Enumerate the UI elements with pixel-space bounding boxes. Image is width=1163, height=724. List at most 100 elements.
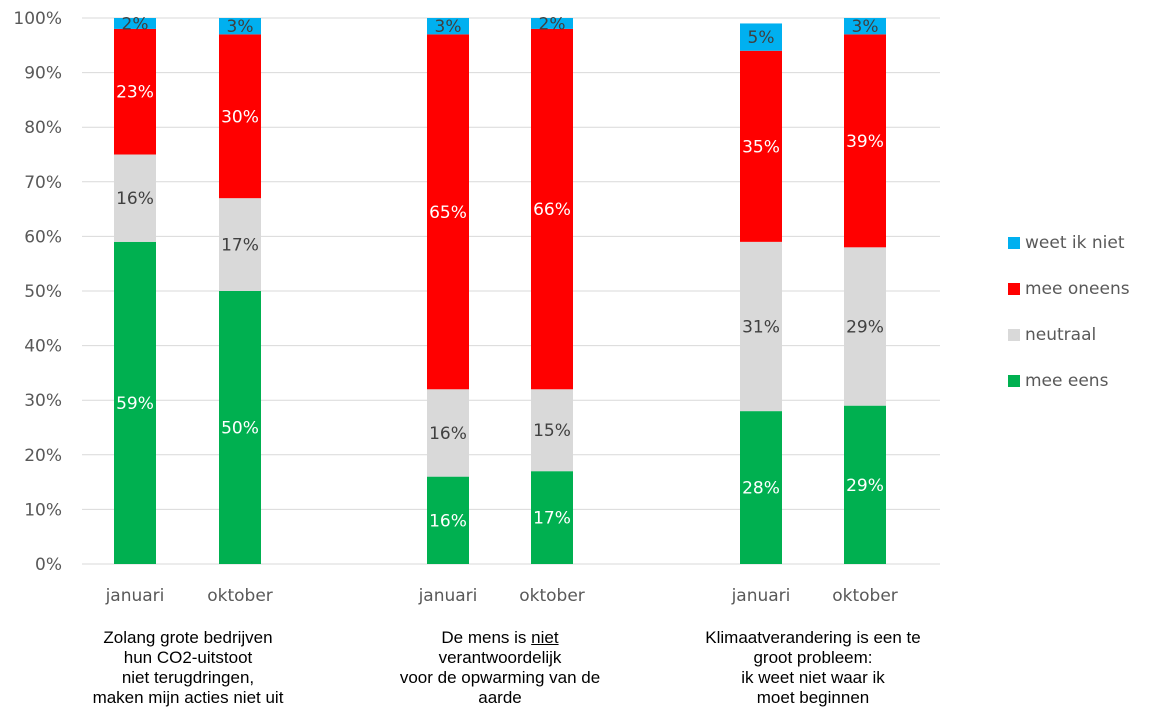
y-tick-label: 70% bbox=[24, 173, 62, 193]
bar-segment bbox=[427, 18, 469, 35]
data-label: 16% bbox=[429, 511, 467, 531]
legend-item: mee oneens bbox=[1008, 266, 1130, 312]
x-tick-label: januari bbox=[731, 586, 791, 606]
legend-label: weet ik niet bbox=[1025, 233, 1125, 253]
legend-swatch bbox=[1008, 283, 1020, 295]
group-label-line: hun CO2-uitstoot bbox=[58, 648, 318, 668]
group-label-line: De mens is niet bbox=[370, 628, 630, 648]
group-label-text: niet terugdringen, bbox=[121, 668, 255, 687]
x-tick-label: januari bbox=[418, 586, 478, 606]
group-label-text: niet bbox=[531, 628, 559, 647]
legend-label: mee oneens bbox=[1025, 279, 1130, 299]
group-label-text: De mens is bbox=[441, 628, 532, 647]
data-label: 3% bbox=[852, 17, 879, 37]
y-tick-label: 30% bbox=[24, 391, 62, 411]
data-label: 35% bbox=[742, 137, 780, 157]
legend-item: mee eens bbox=[1008, 358, 1130, 404]
data-label: 16% bbox=[429, 424, 467, 444]
data-label: 39% bbox=[846, 132, 884, 152]
data-label: 5% bbox=[748, 28, 775, 48]
group-label-line: aarde bbox=[370, 688, 630, 708]
data-label: 2% bbox=[539, 14, 566, 34]
data-label: 16% bbox=[116, 189, 154, 209]
legend: weet ik niet mee oneens neutraal mee eens bbox=[1008, 220, 1130, 404]
bar-segment bbox=[219, 18, 261, 35]
bar-segment bbox=[114, 18, 156, 29]
bar-segment bbox=[531, 18, 573, 29]
y-tick-label: 90% bbox=[24, 64, 62, 84]
x-tick-label: oktober bbox=[207, 586, 273, 606]
data-label: 28% bbox=[742, 479, 780, 499]
data-label: 29% bbox=[846, 476, 884, 496]
bar-segment bbox=[531, 389, 573, 472]
data-label: 65% bbox=[429, 203, 467, 223]
legend-item: neutraal bbox=[1008, 312, 1130, 358]
group-label-line: voor de opwarming van de bbox=[370, 668, 630, 688]
group-label-line: groot probleem: bbox=[683, 648, 943, 668]
data-label: 23% bbox=[116, 83, 154, 103]
group-label-text: maken mijn acties niet uit bbox=[92, 688, 284, 707]
legend-item: weet ik niet bbox=[1008, 220, 1130, 266]
bar-segment bbox=[844, 18, 886, 35]
x-tick-label: oktober bbox=[832, 586, 898, 606]
data-label: 59% bbox=[116, 394, 154, 414]
bar-segment bbox=[531, 28, 573, 390]
legend-swatch bbox=[1008, 375, 1020, 387]
data-label: 17% bbox=[221, 236, 259, 256]
bar-segment bbox=[427, 34, 469, 390]
legend-swatch bbox=[1008, 237, 1020, 249]
bar-segment bbox=[740, 50, 782, 242]
group-label-text: aarde bbox=[478, 688, 522, 707]
data-label: 31% bbox=[742, 317, 780, 337]
group-label-line: maken mijn acties niet uit bbox=[58, 688, 318, 708]
group-label-text: moet beginnen bbox=[756, 688, 870, 707]
y-tick-label: 80% bbox=[24, 118, 62, 138]
group-label-line: ik weet niet waar ik bbox=[683, 668, 943, 688]
group-label: Klimaatverandering is een te groot proble… bbox=[683, 628, 943, 708]
data-label: 29% bbox=[846, 317, 884, 337]
y-tick-label: 40% bbox=[24, 337, 62, 357]
group-label-text: verantwoordelijk bbox=[438, 648, 562, 667]
x-tick-label: januari bbox=[105, 586, 165, 606]
group-label-line: moet beginnen bbox=[683, 688, 943, 708]
group-label-line: Zolang grote bedrijven bbox=[58, 628, 318, 648]
bar-segment bbox=[844, 247, 886, 406]
y-tick-label: 50% bbox=[24, 282, 62, 302]
group-label: De mens is niet verantwoordelijk voor de o… bbox=[370, 628, 630, 708]
legend-label: mee eens bbox=[1025, 371, 1109, 391]
bar-segment bbox=[740, 241, 782, 412]
data-label: 30% bbox=[221, 107, 259, 127]
data-label: 50% bbox=[221, 419, 259, 439]
bar-segment bbox=[844, 405, 886, 564]
bar-segment bbox=[114, 28, 156, 155]
group-label-line: niet terugdringen, bbox=[58, 668, 318, 688]
legend-swatch bbox=[1008, 329, 1020, 341]
data-label: 3% bbox=[435, 17, 462, 37]
legend-label: neutraal bbox=[1025, 325, 1097, 345]
y-tick-label: 100% bbox=[13, 9, 62, 29]
y-tick-label: 60% bbox=[24, 227, 62, 247]
x-tick-label: oktober bbox=[519, 586, 585, 606]
bar-segment bbox=[219, 198, 261, 291]
data-label: 17% bbox=[533, 509, 571, 529]
group-label-text: voor de opwarming van de bbox=[399, 668, 601, 687]
bar-segment bbox=[219, 291, 261, 564]
group-label-text: Zolang grote bedrijven bbox=[103, 628, 273, 647]
y-tick-label: 20% bbox=[24, 446, 62, 466]
bar-segment bbox=[114, 154, 156, 242]
y-tick-label: 0% bbox=[35, 555, 62, 575]
bar-segment bbox=[427, 476, 469, 564]
data-label: 66% bbox=[533, 200, 571, 220]
group-label-line: Klimaatverandering is een te bbox=[683, 628, 943, 648]
bar-segment bbox=[740, 23, 782, 51]
bar-segment bbox=[844, 34, 886, 248]
group-label-text: hun CO2-uitstoot bbox=[123, 648, 253, 667]
group-label-text: groot probleem: bbox=[753, 648, 873, 667]
data-label: 15% bbox=[533, 421, 571, 441]
group-label-line: verantwoordelijk bbox=[370, 648, 630, 668]
group-label: Zolang grote bedrijven hun CO2-uitstoot ni… bbox=[58, 628, 318, 708]
y-tick-label: 10% bbox=[24, 500, 62, 520]
data-label: 2% bbox=[122, 14, 149, 34]
bar-segment bbox=[531, 471, 573, 564]
